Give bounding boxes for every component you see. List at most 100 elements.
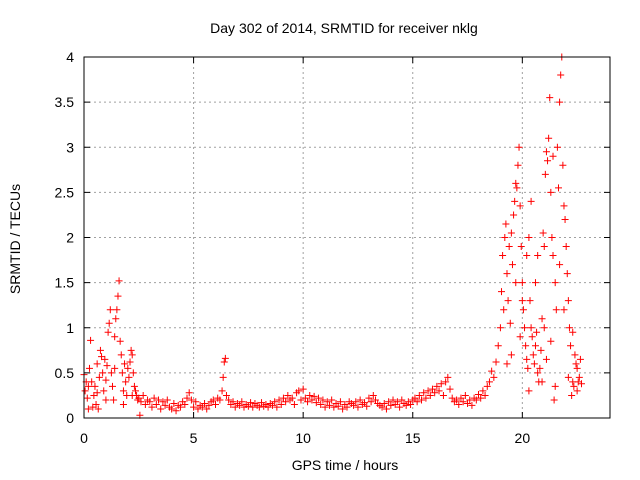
data-point <box>100 387 108 395</box>
data-point <box>477 394 485 402</box>
data-point <box>572 360 580 368</box>
data-point <box>95 373 103 381</box>
data-point <box>176 403 184 411</box>
data-point <box>249 403 257 411</box>
data-point <box>115 277 123 285</box>
data-point <box>107 369 115 377</box>
data-point <box>531 342 539 350</box>
data-point <box>319 396 327 404</box>
data-point <box>527 324 535 332</box>
data-point <box>135 394 143 402</box>
chart-title: Day 302 of 2014, SRMTID for receiver nkl… <box>210 20 478 36</box>
data-point <box>468 401 476 409</box>
data-point <box>564 297 572 305</box>
data-point <box>415 391 423 399</box>
data-point <box>225 396 233 404</box>
data-point <box>545 134 553 142</box>
data-point <box>485 378 493 386</box>
data-point <box>562 243 570 251</box>
data-point <box>385 398 393 406</box>
data-point <box>218 387 226 395</box>
data-point <box>103 362 111 370</box>
data-point <box>134 396 142 404</box>
data-point <box>152 400 160 408</box>
data-point <box>428 385 436 393</box>
data-point <box>231 403 239 411</box>
data-point <box>105 319 113 327</box>
data-point <box>483 382 491 390</box>
data-points <box>80 53 586 419</box>
data-point <box>518 279 526 287</box>
data-point <box>284 391 292 399</box>
data-point <box>494 342 502 350</box>
data-point <box>255 403 263 411</box>
data-point <box>540 324 548 332</box>
data-point <box>220 358 228 366</box>
data-point <box>378 403 386 411</box>
data-point <box>190 403 198 411</box>
data-point <box>102 396 110 404</box>
data-point <box>559 161 567 169</box>
y-tick-label: 4 <box>66 49 74 65</box>
data-point <box>88 378 96 386</box>
data-point <box>508 261 516 269</box>
data-point <box>118 369 126 377</box>
data-point <box>238 398 246 406</box>
data-point <box>396 403 404 411</box>
data-point <box>499 252 507 260</box>
data-point <box>198 403 206 411</box>
data-point <box>501 234 509 241</box>
data-point <box>549 252 557 260</box>
data-point <box>536 364 544 372</box>
data-point <box>481 391 489 399</box>
data-point <box>148 403 156 411</box>
data-point <box>106 306 114 314</box>
data-point <box>354 403 362 411</box>
data-point <box>506 319 514 327</box>
data-point <box>93 389 101 397</box>
data-point <box>299 385 307 393</box>
data-point <box>290 400 298 408</box>
data-point <box>321 403 329 411</box>
data-point <box>529 351 537 359</box>
data-point <box>570 382 578 390</box>
data-point <box>356 396 364 404</box>
data-point <box>453 396 461 404</box>
data-point <box>547 188 555 196</box>
data-point <box>496 324 504 332</box>
data-point <box>507 351 515 359</box>
data-point <box>510 211 518 219</box>
data-point <box>573 364 581 372</box>
data-point <box>247 399 255 407</box>
x-tick-label: 10 <box>295 430 311 446</box>
y-tick-label: 3 <box>66 139 74 155</box>
data-point <box>466 396 474 404</box>
data-point <box>519 306 527 314</box>
data-point <box>547 337 555 345</box>
data-point <box>155 396 163 404</box>
data-point <box>352 398 360 406</box>
data-point <box>459 398 467 406</box>
data-point <box>542 355 550 363</box>
data-point <box>548 234 556 241</box>
data-point <box>93 360 101 368</box>
data-point <box>119 400 127 408</box>
data-point <box>523 252 531 260</box>
data-point <box>551 279 559 287</box>
data-point <box>273 403 281 411</box>
data-point <box>574 378 582 386</box>
data-point <box>500 306 508 314</box>
data-point <box>387 401 395 409</box>
data-point <box>295 387 303 395</box>
data-point <box>557 71 565 79</box>
data-point <box>236 401 244 409</box>
data-point <box>446 385 454 393</box>
data-point <box>279 394 287 402</box>
data-point <box>552 306 560 314</box>
data-point <box>464 400 472 408</box>
x-tick-labels: 0 5 10 15 20 <box>80 430 530 446</box>
data-point <box>389 396 397 404</box>
data-point <box>229 398 237 406</box>
data-point <box>479 387 487 395</box>
data-point <box>111 333 119 341</box>
